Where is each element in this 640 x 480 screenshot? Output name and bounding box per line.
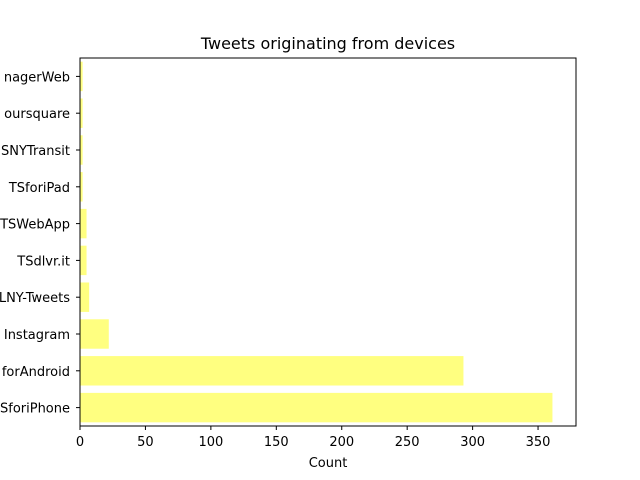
- y-tick-label: nagerWeb: [4, 70, 70, 85]
- x-tick-label: 250: [395, 435, 420, 450]
- bars-group: [80, 61, 553, 423]
- y-tick-label: SNYTransit: [1, 144, 70, 159]
- y-tick-label: forAndroid: [2, 365, 70, 380]
- bar-TSWebApp: [80, 208, 87, 239]
- bar-TSforiPad: [80, 172, 83, 202]
- y-tick-label: Instagram: [4, 328, 70, 343]
- x-tick-label: 150: [264, 435, 289, 450]
- bar-Instagram: [80, 319, 109, 349]
- chart-title: Tweets originating from devices: [200, 34, 455, 53]
- x-tick-label: 300: [460, 435, 485, 450]
- y-tick-label: SforiPhone: [0, 402, 70, 417]
- y-tick-label: TSdlvr.it: [16, 254, 70, 269]
- x-tick-label: 200: [329, 435, 354, 450]
- bar-forAndroid: [80, 356, 464, 386]
- bar-SforiPhone: [80, 392, 553, 423]
- x-tick-label: 0: [76, 435, 84, 450]
- bar-nagerWeb: [80, 61, 83, 92]
- x-tick-label: 350: [526, 435, 551, 450]
- y-tick-label: TSWebApp: [0, 218, 70, 233]
- bar-TSdlvr.it: [80, 245, 87, 276]
- plot-frame: [79, 57, 577, 427]
- y-axis: nagerWeb oursquare SNYTransit TSforiPad TSWe…: [0, 70, 80, 417]
- x-tick-label: 50: [137, 435, 154, 450]
- y-tick-label: oursquare: [4, 107, 70, 122]
- x-axis-label: Count: [309, 456, 348, 471]
- bar-SNYTransit: [80, 135, 83, 165]
- bar-LNY-Tweets: [80, 282, 90, 312]
- y-tick-label: TSforiPad: [8, 181, 70, 196]
- x-tick-label: 100: [198, 435, 223, 450]
- y-tick-label: LNY-Tweets: [0, 291, 70, 306]
- x-axis: 0 50 100 150 200 250 300 350: [76, 426, 551, 450]
- bar-oursquare: [80, 98, 83, 128]
